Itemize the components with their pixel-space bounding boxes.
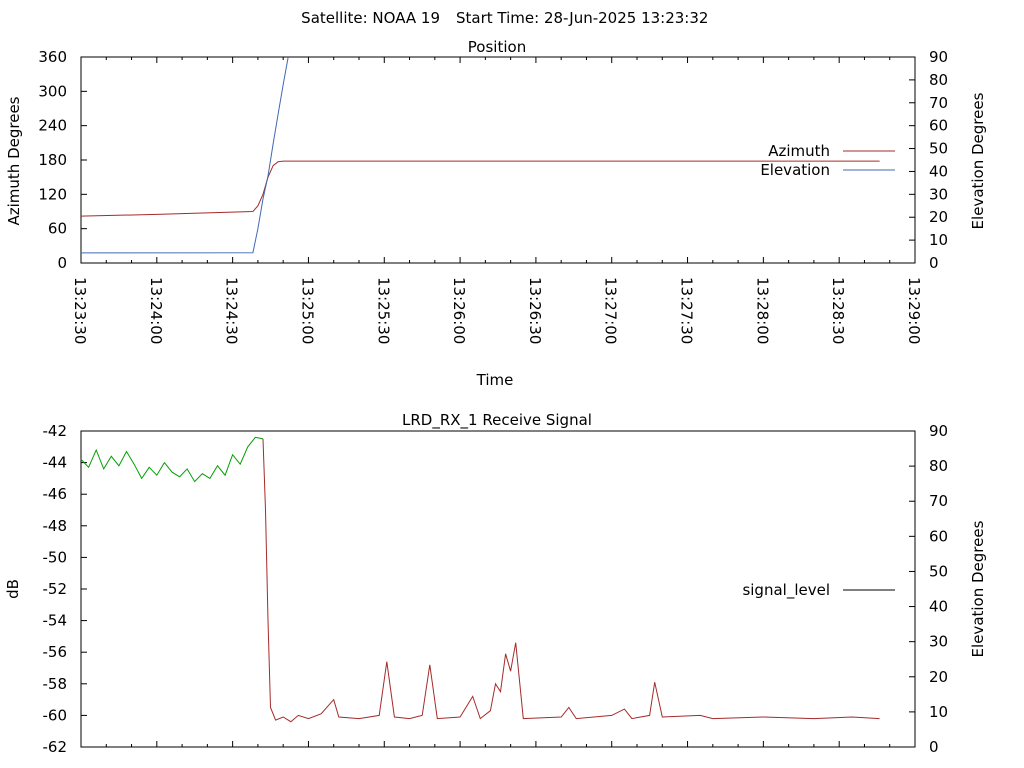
y2-tick-label: 30 bbox=[929, 633, 948, 651]
y2-tick-label: 20 bbox=[929, 208, 948, 226]
satellite-label: Satellite: NOAA 19 bbox=[301, 9, 440, 27]
y2-tick-label: 80 bbox=[929, 457, 948, 475]
signal-elevation-axis-label: Elevation Degrees bbox=[969, 520, 987, 657]
y-tick-label: -50 bbox=[43, 548, 68, 566]
x-tick-label: 13:27:00 bbox=[602, 277, 620, 344]
series-line-signal_level bbox=[80, 436, 264, 483]
y2-tick-label: 40 bbox=[929, 598, 948, 616]
y-tick-label: 180 bbox=[38, 151, 67, 169]
start-time-label: Start Time: 28-Jun-2025 13:23:32 bbox=[456, 9, 708, 27]
y-tick-label: 0 bbox=[57, 254, 67, 272]
y-tick-label: 300 bbox=[38, 82, 67, 100]
legend-azimuth-label: Azimuth bbox=[768, 142, 830, 160]
y-tick-label: -44 bbox=[43, 454, 68, 472]
y2-tick-label: 70 bbox=[929, 492, 948, 510]
y2-tick-label: 80 bbox=[929, 71, 948, 89]
y-tick-label: 240 bbox=[38, 117, 67, 135]
y2-tick-label: 60 bbox=[929, 527, 948, 545]
x-tick-label: 13:25:00 bbox=[298, 277, 316, 344]
y2-tick-label: 10 bbox=[929, 231, 948, 249]
x-tick-label: 13:24:30 bbox=[223, 277, 241, 344]
x-tick-label: 13:27:30 bbox=[678, 277, 696, 344]
legend-elevation-label: Elevation bbox=[760, 161, 830, 179]
y-tick-label: -48 bbox=[43, 517, 68, 535]
x-tick-label: 13:28:00 bbox=[753, 277, 771, 344]
x-tick-label: 13:29:00 bbox=[905, 277, 923, 344]
signal-title: LRD_RX_1 Receive Signal bbox=[402, 411, 592, 430]
x-tick-label: 13:28:30 bbox=[829, 277, 847, 344]
series-line-Elevation bbox=[80, 56, 289, 254]
y2-tick-label: 50 bbox=[929, 140, 948, 158]
y2-tick-label: 0 bbox=[929, 738, 939, 756]
y-tick-label: -60 bbox=[43, 706, 68, 724]
x-tick-label: 13:23:30 bbox=[71, 277, 89, 344]
position-title: Position bbox=[468, 38, 526, 56]
legend-signal-label: signal_level bbox=[742, 581, 830, 600]
y2-tick-label: 10 bbox=[929, 703, 948, 721]
y2-tick-label: 20 bbox=[929, 668, 948, 686]
y-tick-label: -46 bbox=[43, 485, 68, 503]
azimuth-axis-label: Azimuth Degrees bbox=[5, 96, 23, 225]
y2-tick-label: 90 bbox=[929, 422, 948, 440]
y2-tick-label: 60 bbox=[929, 117, 948, 135]
y-tick-label: 360 bbox=[38, 48, 67, 66]
x-tick-label: 13:25:30 bbox=[374, 277, 392, 344]
y2-tick-label: 0 bbox=[929, 254, 939, 272]
y-tick-label: 120 bbox=[38, 185, 67, 203]
y2-tick-label: 90 bbox=[929, 48, 948, 66]
signal-chart: LRD_RX_1 Receive Signal dB Elevation Deg… bbox=[4, 411, 987, 756]
y-tick-label: -58 bbox=[43, 675, 68, 693]
y-tick-label: -62 bbox=[43, 738, 68, 756]
y2-tick-label: 70 bbox=[929, 94, 948, 112]
y-tick-label: -54 bbox=[43, 612, 68, 630]
x-tick-label: 13:26:00 bbox=[450, 277, 468, 344]
db-axis-label: dB bbox=[4, 579, 22, 599]
y2-tick-label: 30 bbox=[929, 185, 948, 203]
plot-frame bbox=[80, 56, 916, 264]
y-tick-label: -52 bbox=[43, 580, 68, 598]
y-tick-label: -42 bbox=[43, 422, 68, 440]
y2-tick-label: 40 bbox=[929, 162, 948, 180]
x-tick-label: 13:24:00 bbox=[147, 277, 165, 344]
y-tick-label: 60 bbox=[48, 220, 67, 238]
y2-tick-label: 50 bbox=[929, 562, 948, 580]
y-tick-label: -56 bbox=[43, 643, 68, 661]
position-elevation-axis-label: Elevation Degrees bbox=[969, 92, 987, 229]
position-xlabel: Time bbox=[476, 371, 514, 389]
series-line-signal_level bbox=[262, 438, 880, 723]
x-tick-label: 13:26:30 bbox=[526, 277, 544, 344]
position-chart: Position Time Azimuth Degrees Elevation … bbox=[5, 38, 987, 389]
